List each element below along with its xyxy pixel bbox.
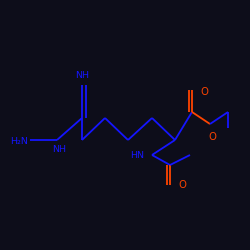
Text: O: O [208, 132, 216, 142]
Text: H₂N: H₂N [10, 136, 28, 145]
Text: NH: NH [52, 145, 66, 154]
Text: O: O [200, 87, 208, 97]
Text: HN: HN [130, 150, 144, 160]
Text: NH: NH [75, 71, 89, 80]
Text: O: O [178, 180, 186, 190]
